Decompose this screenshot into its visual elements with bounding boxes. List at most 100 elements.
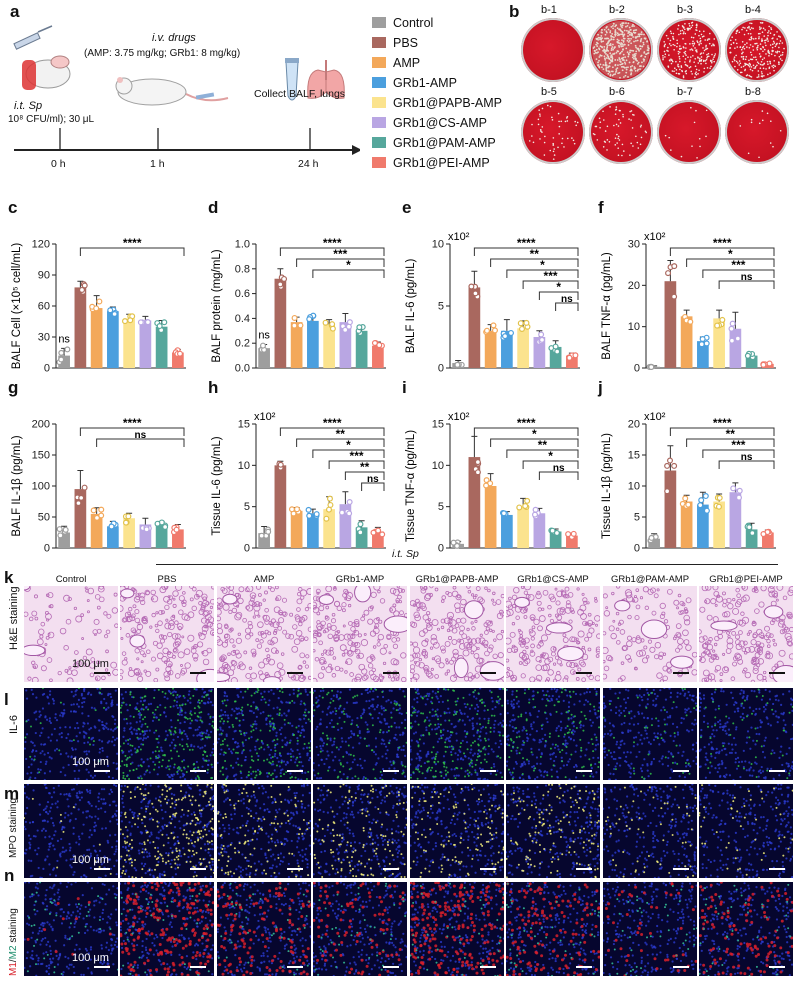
time-24h: 24 h bbox=[298, 158, 319, 170]
sig-annotation: ** bbox=[530, 247, 540, 261]
data-point bbox=[468, 283, 475, 290]
column-header: GRb1@PAM-AMP bbox=[610, 574, 690, 585]
sig-annotation: ns bbox=[741, 452, 753, 463]
bar bbox=[74, 287, 87, 368]
lungs-icon bbox=[307, 60, 345, 99]
y-axis-label: BALF Cell (×10⁵ cell/mL) bbox=[11, 243, 23, 370]
data-point bbox=[162, 523, 169, 530]
micrograph-mpo bbox=[699, 784, 793, 878]
scale-bar-label: 100 μm bbox=[72, 658, 109, 670]
scale-bar-label: 100 μm bbox=[72, 952, 109, 964]
data-point bbox=[671, 293, 678, 300]
data-point bbox=[93, 514, 100, 521]
data-point bbox=[522, 503, 529, 510]
scale-bar bbox=[190, 672, 206, 674]
bar bbox=[307, 320, 319, 368]
data-point bbox=[357, 529, 364, 536]
data-point bbox=[716, 494, 723, 501]
sig-bracket bbox=[312, 449, 385, 458]
legend-swatch bbox=[372, 157, 386, 168]
data-point bbox=[491, 327, 498, 334]
timeline-svg bbox=[13, 25, 360, 155]
scale-bar bbox=[94, 672, 110, 674]
scale-bar bbox=[480, 770, 496, 772]
scale-bar bbox=[576, 868, 592, 870]
sig-annotation: **** bbox=[517, 416, 536, 430]
bar bbox=[697, 504, 709, 548]
error-bar bbox=[342, 312, 349, 323]
data-point bbox=[454, 361, 461, 368]
bar bbox=[172, 352, 184, 368]
data-point bbox=[357, 521, 364, 528]
legend-label: Control bbox=[393, 16, 434, 30]
data-point bbox=[698, 497, 705, 504]
data-point bbox=[517, 320, 524, 327]
panel-label-n: n bbox=[4, 866, 15, 885]
data-point bbox=[665, 270, 672, 277]
micrograph-m1m2 bbox=[313, 882, 407, 976]
bar bbox=[323, 324, 335, 368]
sig-bracket bbox=[522, 280, 579, 289]
micrograph-mpo bbox=[506, 784, 600, 878]
micrograph-m1m2 bbox=[410, 882, 504, 976]
y-tick-label: 5 bbox=[438, 501, 444, 513]
bar bbox=[258, 533, 270, 548]
agar-plate bbox=[657, 100, 721, 164]
legend-label: GRb1@PEI-AMP bbox=[393, 156, 490, 170]
data-point bbox=[744, 352, 751, 359]
sig-annotation: *** bbox=[731, 438, 745, 452]
bar bbox=[274, 278, 287, 368]
data-point bbox=[760, 361, 767, 368]
data-point bbox=[699, 335, 706, 342]
data-point bbox=[294, 506, 301, 513]
sig-annotation: **** bbox=[123, 416, 142, 430]
scale-bar bbox=[190, 770, 206, 772]
plate-label: b-7 bbox=[677, 86, 693, 98]
bar bbox=[290, 322, 303, 368]
data-point bbox=[123, 519, 130, 526]
micrograph-il6 bbox=[603, 688, 697, 780]
sig-annotation: ns bbox=[741, 272, 753, 283]
sig-annotation: ns bbox=[561, 294, 573, 305]
bar bbox=[172, 529, 184, 548]
scale-bar bbox=[383, 868, 399, 870]
data-point bbox=[474, 459, 481, 466]
data-point bbox=[375, 527, 382, 534]
bar bbox=[290, 510, 303, 548]
data-point bbox=[735, 494, 742, 501]
sig-bracket bbox=[669, 427, 775, 436]
data-point bbox=[538, 331, 545, 338]
legend-item: GRb1@CS-AMP bbox=[372, 116, 487, 130]
sig-bracket bbox=[279, 427, 385, 436]
data-point bbox=[371, 340, 378, 347]
agar-plate bbox=[725, 18, 789, 82]
bar bbox=[155, 326, 168, 368]
data-point bbox=[306, 316, 313, 323]
error-bar bbox=[342, 491, 349, 505]
scale-bar bbox=[769, 868, 785, 870]
bar bbox=[549, 346, 562, 368]
bar bbox=[468, 287, 481, 368]
bar bbox=[713, 501, 725, 548]
bar bbox=[680, 316, 693, 368]
y-tick-label: 30 bbox=[628, 239, 640, 251]
legend-item: GRb1@PAPB-AMP bbox=[372, 96, 502, 110]
bar-chart-h: h 0 5 10 15 x10² Tissue IL-6 (pg/mL) **** ** * ***… bbox=[200, 378, 400, 554]
data-point bbox=[98, 506, 105, 513]
agar-plate bbox=[521, 100, 585, 164]
sig-bracket bbox=[79, 427, 185, 436]
tube-icon bbox=[285, 58, 299, 101]
bar bbox=[664, 281, 677, 368]
data-point bbox=[664, 488, 671, 495]
micrograph-m1m2 bbox=[603, 882, 697, 976]
y-tick-label: 100 bbox=[32, 481, 50, 493]
scale-bar bbox=[190, 868, 206, 870]
bar-chart-g: g 0 50 100 150 200 BALF IL-1β (pg/mL) **** ns bbox=[0, 378, 200, 554]
scale-bar bbox=[673, 868, 689, 870]
bar bbox=[58, 355, 70, 368]
data-point bbox=[58, 349, 65, 356]
scale-bar bbox=[769, 770, 785, 772]
micrograph-he bbox=[24, 586, 118, 682]
bar bbox=[90, 513, 103, 548]
bar bbox=[501, 514, 513, 548]
